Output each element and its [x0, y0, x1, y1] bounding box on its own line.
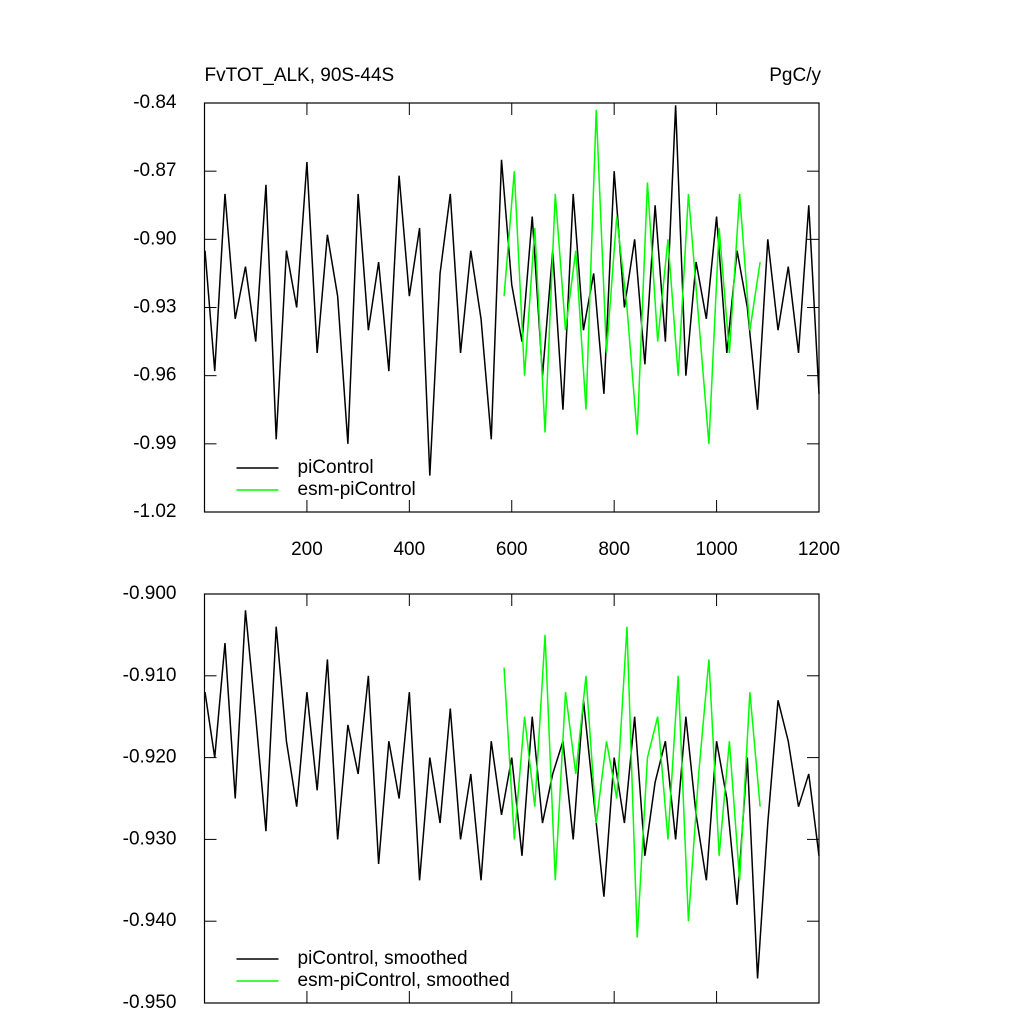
y-tick-label: -0.96 — [133, 365, 176, 386]
x-tick-label: 1200 — [798, 539, 840, 560]
y-tick-label: -0.910 — [123, 665, 177, 686]
series-line — [503, 109, 761, 444]
y-tick-label: -0.950 — [123, 992, 177, 1013]
y-tick-label: -0.900 — [123, 583, 177, 604]
series-line — [204, 105, 820, 476]
y-tick-label: -0.99 — [133, 433, 176, 454]
y-tick-label: -0.84 — [133, 92, 177, 113]
y-tick-label: -0.93 — [133, 297, 176, 318]
y-tick-label: -0.940 — [123, 910, 177, 931]
x-tick-label: 200 — [291, 539, 323, 560]
legend-label: piControl — [298, 457, 374, 478]
x-tick-label: 800 — [598, 539, 630, 560]
legend-label: piControl, smoothed — [298, 948, 468, 969]
series-line — [204, 610, 820, 979]
chart-title: FvTOT_ALK, 90S-44S — [205, 65, 395, 86]
x-tick-label: 1000 — [695, 539, 737, 560]
series-line — [503, 626, 761, 938]
units-label: PgC/y — [769, 65, 821, 86]
x-tick-label: 400 — [393, 539, 425, 560]
y-tick-label: -1.02 — [133, 501, 176, 522]
legend-label: esm-piControl, smoothed — [298, 970, 510, 991]
x-tick-label: 600 — [496, 539, 528, 560]
y-tick-label: -0.930 — [123, 828, 177, 849]
y-tick-label: -0.87 — [133, 160, 176, 181]
y-tick-label: -0.920 — [123, 747, 177, 768]
y-tick-label: -0.90 — [133, 228, 176, 249]
legend-label: esm-piControl — [298, 479, 416, 500]
